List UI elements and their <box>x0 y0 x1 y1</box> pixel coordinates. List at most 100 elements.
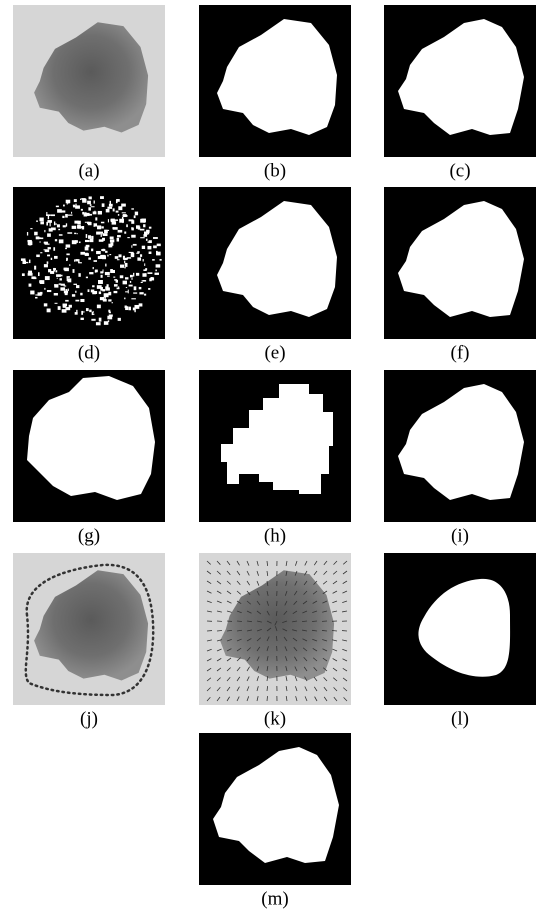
panel-caption: (h) <box>264 525 286 546</box>
speckle <box>62 309 67 313</box>
speckle <box>131 278 133 279</box>
speckle <box>89 196 92 199</box>
speckle <box>104 230 107 233</box>
speckle <box>130 275 133 278</box>
speckle <box>113 208 115 211</box>
speckle <box>109 314 113 316</box>
speckle <box>53 247 55 251</box>
speckle <box>60 275 63 277</box>
speckle <box>44 230 45 232</box>
speckle <box>121 204 126 207</box>
speckle <box>108 299 111 301</box>
speckle <box>115 256 118 259</box>
speckle <box>36 237 40 239</box>
speckle <box>94 260 97 262</box>
speckle <box>47 255 50 257</box>
speckle <box>39 218 43 222</box>
speckle <box>99 291 101 294</box>
speckle <box>73 269 75 273</box>
speckle <box>57 209 62 213</box>
speckle <box>57 224 60 227</box>
speckle <box>129 285 133 287</box>
speckle <box>124 298 125 300</box>
speckle <box>89 310 91 313</box>
speckle <box>78 262 82 263</box>
speckle <box>92 312 94 315</box>
speckle <box>127 237 129 238</box>
speckle <box>40 221 44 224</box>
speckle <box>97 225 101 229</box>
speckle <box>44 288 45 290</box>
speckle <box>143 224 145 227</box>
speckle <box>63 304 66 307</box>
speckle <box>91 249 93 252</box>
speckle <box>141 282 143 283</box>
speckle <box>118 206 122 210</box>
speckle <box>47 308 51 312</box>
speckle <box>22 260 26 264</box>
speckle <box>80 293 82 296</box>
speckle <box>126 224 128 227</box>
speckle <box>126 287 127 288</box>
speckle <box>122 212 126 213</box>
speckle <box>71 212 72 214</box>
panel-caption: (m) <box>261 888 288 909</box>
speckle <box>49 228 53 231</box>
speckle <box>29 284 32 287</box>
speckle <box>96 322 101 325</box>
speckle <box>100 196 104 199</box>
speckle <box>157 244 161 247</box>
speckle <box>47 261 49 263</box>
speckle <box>59 234 63 236</box>
speckle <box>85 253 88 255</box>
speckle <box>110 201 111 204</box>
speckle <box>95 291 98 294</box>
speckle <box>77 221 80 225</box>
speckle <box>74 259 75 261</box>
speckle <box>36 255 40 258</box>
speckle <box>94 211 95 214</box>
speckle <box>156 264 161 267</box>
image-panel <box>13 5 165 157</box>
speckle <box>56 270 58 272</box>
speckle <box>88 289 90 292</box>
speckle <box>74 199 77 202</box>
speckle <box>91 319 95 321</box>
speckle <box>74 233 76 234</box>
speckle <box>156 251 158 255</box>
vector-arrow <box>267 696 268 701</box>
speckle <box>44 303 48 306</box>
speckle <box>124 267 126 268</box>
speckle <box>149 278 151 281</box>
speckle <box>75 204 76 207</box>
speckle <box>142 273 146 277</box>
speckle <box>125 277 128 279</box>
speckle <box>62 216 64 218</box>
speckle <box>127 257 131 258</box>
speckle <box>88 235 91 239</box>
speckle <box>66 260 67 261</box>
speckle <box>31 276 35 279</box>
speckle <box>86 277 88 279</box>
speckle <box>143 220 145 222</box>
speckle <box>119 219 124 223</box>
speckle <box>114 284 118 286</box>
speckle <box>129 219 134 221</box>
speckle <box>133 292 137 293</box>
speckle <box>105 296 106 299</box>
speckle <box>108 292 111 296</box>
speckle <box>102 233 107 235</box>
speckle <box>47 233 51 236</box>
speckle <box>101 226 103 228</box>
speckle <box>78 273 80 277</box>
speckle <box>131 253 135 257</box>
speckle <box>28 241 33 245</box>
speckle <box>72 226 77 229</box>
speckle <box>46 222 48 226</box>
speckle <box>65 214 68 218</box>
speckle <box>131 245 132 247</box>
speckle <box>82 226 84 229</box>
speckle <box>131 298 136 299</box>
speckle <box>103 249 105 252</box>
speckle <box>68 289 69 291</box>
